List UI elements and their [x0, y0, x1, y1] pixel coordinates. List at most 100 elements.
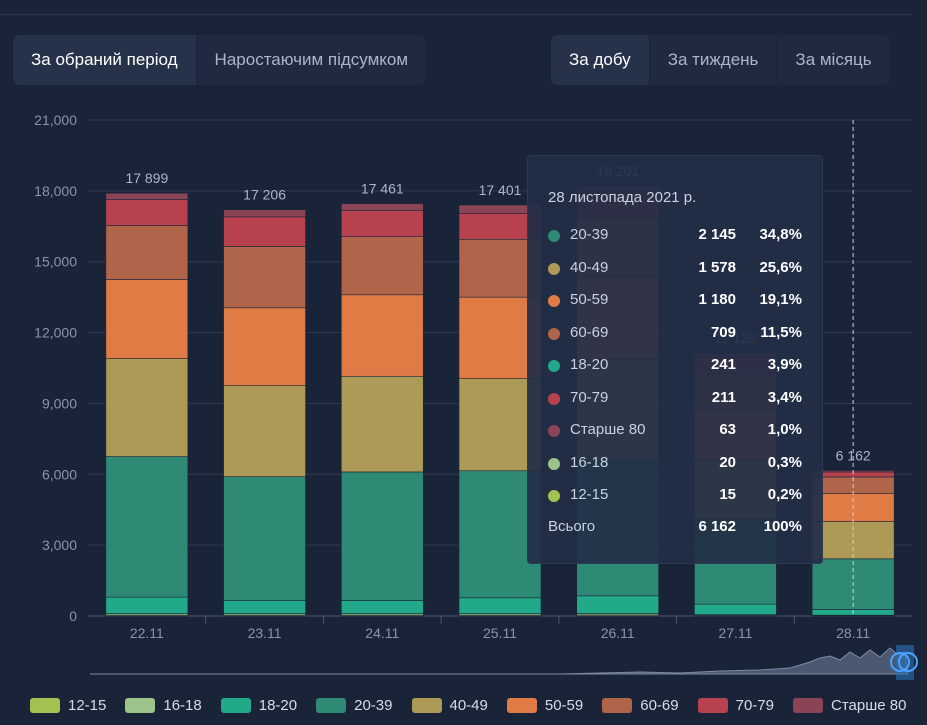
legend-label: Старше 80 [831, 696, 907, 714]
tooltip-row: 70-79 211 3,4% [548, 389, 808, 409]
bar-total-label: 17 206 [243, 187, 286, 203]
x-tick-label: 28.11 [836, 625, 870, 641]
tooltip-series-pct: 11,5% [760, 323, 802, 341]
tooltip: 28 листопада 2021 р. 20-39 2 145 34,8% 40-4… [527, 155, 823, 564]
granularity-toggle: За добу За тиждень За місяць [551, 35, 890, 85]
bar-total-label: 17 401 [479, 182, 522, 198]
tooltip-row: 40-49 1 578 25,6% [548, 259, 808, 279]
y-tick-label: 0 [69, 608, 77, 624]
x-axis: 22.11 23.11 24.11 25.11 26.11 27.11 28.11 [130, 616, 870, 641]
legend-label: 12-15 [68, 696, 107, 714]
navigator-handle-right [898, 652, 918, 672]
legend-item[interactable]: 70-79 [697, 696, 774, 714]
tooltip-date: 28 листопада 2021 р. [548, 189, 697, 206]
bar-segment [223, 600, 306, 614]
tooltip-row: 18-20 241 3,9% [548, 356, 808, 376]
bar-total-label: 17 461 [361, 181, 404, 197]
tooltip-series-pct: 3,9% [767, 356, 802, 373]
bar-segment [340, 600, 424, 614]
tooltip-total-label: Всього [548, 518, 596, 535]
legend-item[interactable]: 18-20 [220, 697, 297, 714]
bar-segment [223, 307, 306, 387]
y-tick-label: 12,000 [34, 325, 77, 341]
bar-segment [105, 199, 189, 226]
top-divider [0, 14, 912, 15]
legend-swatch [602, 697, 633, 713]
navigator-sparkline [90, 647, 909, 675]
bar-segment [105, 596, 189, 614]
legend-item[interactable]: 16-18 [125, 696, 202, 714]
tooltip-series-name: 40-49 [570, 258, 609, 276]
chart-legend: 12-15 16-18 18-20 20-39 40-49 50-59 60-69 70-79… [30, 693, 925, 717]
bar-segment [105, 192, 189, 200]
tooltip-series-dot [548, 392, 560, 405]
legend-item[interactable]: 50-59 [506, 696, 584, 714]
bar-segment [340, 471, 424, 601]
tooltip-series-value: 709 [710, 323, 736, 341]
bar-segment [105, 358, 189, 457]
bar-segment [340, 210, 424, 237]
bar-segment [223, 246, 306, 309]
legend-item[interactable]: Старше 80 [793, 697, 906, 714]
tooltip-series-dot [548, 457, 560, 470]
tooltip-series-dot [548, 360, 560, 372]
bar-segment [105, 279, 189, 359]
tooltip-series-dot [548, 327, 560, 340]
y-tick-label: 18,000 [34, 183, 77, 199]
tooltip-series-name: Старше 80 [570, 421, 646, 438]
bar-segment [223, 476, 306, 601]
tooltip-total-value: 6 162 [698, 518, 736, 535]
tooltip-row: 50-59 1 180 19,1% [548, 291, 808, 311]
x-tick-label: 25.11 [483, 625, 517, 641]
legend-label: 50-59 [544, 696, 584, 714]
tooltip-series-value: 241 [710, 356, 736, 373]
tooltip-series-name: 18-20 [570, 356, 609, 373]
legend-swatch [793, 697, 823, 713]
y-axis: 0 3,000 6,000 9,000 12,000 15,000 18,000 21,000 [34, 112, 77, 624]
tooltip-series-value: 211 [711, 388, 736, 406]
legend-item[interactable]: 20-39 [316, 697, 393, 714]
tooltip-series-value: 63 [719, 421, 736, 438]
tab-monthly[interactable]: За місяць [795, 50, 872, 69]
tooltip-series-dot [548, 295, 560, 307]
legend-swatch [316, 697, 347, 713]
tooltip-series-dot [548, 262, 560, 275]
y-tick-label: 6,000 [42, 466, 77, 482]
tooltip-series-dot [548, 230, 560, 242]
legend-item[interactable]: 40-49 [411, 697, 488, 714]
tooltip-series-pct: 25,6% [759, 258, 802, 276]
tab-cumulative[interactable]: Наростаючим підсумком [214, 50, 409, 69]
bar-segment [105, 225, 189, 280]
tooltip-row: 60-69 709 11,5% [548, 324, 808, 344]
tooltip-series-pct: 34,8% [759, 226, 802, 243]
bar-segment [223, 216, 306, 247]
legend-label: 16-18 [163, 696, 202, 714]
tab-weekly[interactable]: За тиждень [650, 35, 778, 85]
bar-segment [340, 203, 424, 211]
tooltip-series-pct: 19,1% [759, 291, 802, 308]
navigator [90, 645, 918, 680]
tooltip-series-pct: 3,4% [767, 388, 802, 406]
tab-selected-period[interactable]: За обраний період [13, 35, 197, 85]
tooltip-series-value: 15 [719, 486, 736, 503]
legend-label: 70-79 [735, 696, 774, 714]
tooltip-total-row: Всього 6 162 100% [548, 518, 808, 538]
navigator-handle-left [890, 652, 910, 672]
legend-item[interactable]: 60-69 [602, 697, 679, 714]
tooltip-row: 12-15 15 0,2% [548, 486, 808, 506]
tab-daily[interactable]: За добу [551, 35, 650, 85]
tooltip-series-name: 20-39 [570, 226, 609, 243]
legend-swatch [220, 697, 251, 713]
y-tick-label: 3,000 [42, 537, 77, 553]
tooltip-row: 16-18 20 0,3% [548, 454, 808, 474]
bar-segment [223, 385, 306, 477]
legend-swatch [411, 697, 442, 713]
bar-total-label: 6 162 [836, 447, 871, 463]
y-tick-label: 15,000 [34, 254, 77, 270]
legend-item[interactable]: 12-15 [30, 697, 106, 714]
tooltip-series-pct: 0,2% [767, 486, 802, 503]
bar-segment [340, 236, 424, 296]
period-mode-toggle: За обраний період Наростаючим підсумком [13, 35, 427, 85]
tooltip-row: Старше 80 63 1,0% [548, 421, 808, 441]
tooltip-series-name: 60-69 [570, 323, 609, 341]
